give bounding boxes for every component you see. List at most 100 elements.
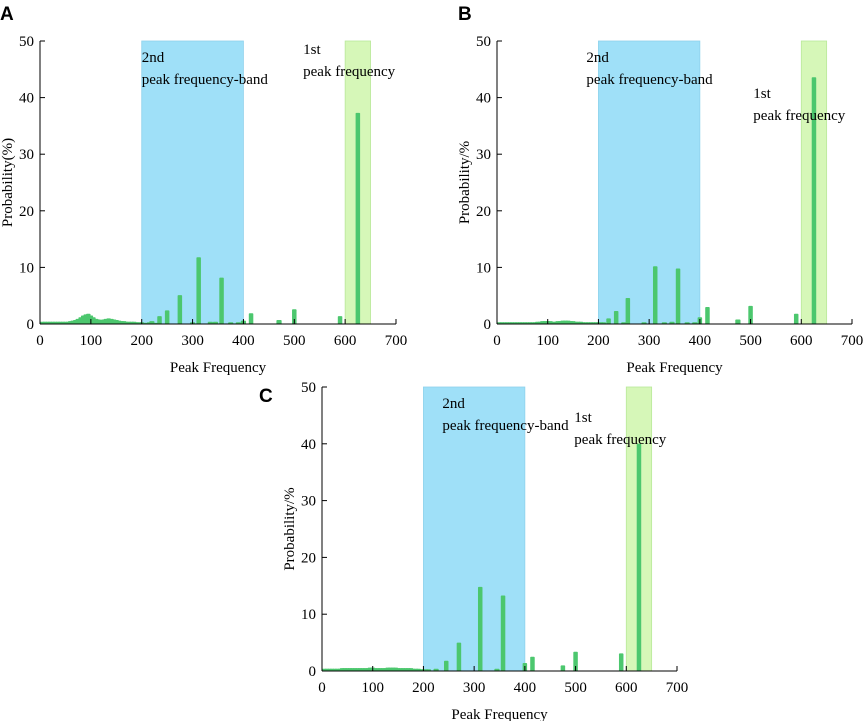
x-tick-label: 100 [80, 333, 103, 349]
bar [606, 318, 611, 324]
second-band-label: 2nd [586, 50, 609, 66]
x-tick-label: 200 [130, 333, 153, 349]
x-axis-label: Peak Frequency [626, 360, 723, 376]
bar [177, 295, 183, 324]
x-tick-label: 500 [564, 680, 587, 696]
x-tick-label: 700 [385, 333, 408, 349]
bar [618, 653, 624, 671]
bar [337, 316, 343, 324]
bar [793, 313, 799, 324]
y-axis-label: Probability/% [457, 141, 473, 224]
bar [494, 668, 500, 671]
panel-letter: C [259, 386, 273, 407]
x-tick-label: 0 [36, 333, 44, 349]
x-tick-label: 400 [514, 680, 537, 696]
y-tick-label: 30 [19, 147, 34, 163]
bar [157, 316, 162, 324]
x-tick-label: 0 [493, 333, 501, 349]
x-tick-label: 200 [587, 333, 610, 349]
x-tick-label: 100 [536, 333, 559, 349]
y-tick-label: 30 [476, 147, 491, 163]
x-tick-label: 700 [841, 333, 864, 349]
bar [652, 266, 658, 324]
x-tick-label: 500 [739, 333, 762, 349]
y-tick-label: 20 [301, 550, 316, 566]
y-tick-label: 0 [309, 664, 317, 680]
y-tick-label: 50 [301, 380, 316, 396]
y-tick-label: 10 [301, 607, 316, 623]
bar [433, 668, 439, 671]
bar [292, 309, 297, 324]
bar [613, 310, 619, 324]
bar [573, 651, 578, 671]
second-band-label: peak frequency-band [586, 72, 713, 88]
x-tick-label: 100 [361, 680, 384, 696]
bar [636, 443, 642, 671]
first-band-label: 1st [753, 86, 771, 102]
y-axis-label: Probability/% [282, 487, 298, 570]
first-band-label: peak frequency [303, 64, 396, 80]
x-tick-label: 300 [638, 333, 661, 349]
bar [248, 313, 254, 324]
bar [149, 321, 155, 324]
y-tick-label: 20 [19, 204, 34, 220]
bar [530, 656, 535, 671]
y-tick-label: 40 [476, 91, 491, 107]
bar [748, 305, 753, 324]
y-tick-label: 50 [19, 34, 34, 50]
first-band-label: 1st [303, 42, 321, 58]
second-peak-band [423, 386, 526, 672]
bar [456, 642, 462, 671]
bar [207, 321, 213, 324]
x-tick-label: 400 [232, 333, 255, 349]
bar [625, 297, 631, 324]
bar [444, 660, 449, 671]
second-peak-band [141, 40, 244, 325]
x-axis-label: Peak Frequency [170, 360, 267, 376]
second-band-label: 2nd [142, 50, 165, 66]
bar [675, 268, 681, 324]
x-tick-label: 500 [283, 333, 306, 349]
chart-panel-c: C 2nd peak frequency-band 1st peak frequency… [259, 380, 688, 721]
bar [811, 77, 817, 324]
second-peak-band [598, 40, 701, 325]
panel-letter: B [458, 4, 472, 25]
y-tick-label: 40 [19, 91, 34, 107]
bar [276, 320, 282, 324]
bar [477, 586, 483, 671]
x-tick-label: 600 [334, 333, 357, 349]
y-tick-label: 50 [476, 34, 491, 50]
y-tick-label: 10 [476, 260, 491, 276]
x-tick-label: 600 [615, 680, 638, 696]
x-tick-label: 400 [689, 333, 712, 349]
x-tick-label: 200 [412, 680, 435, 696]
bar [196, 257, 201, 324]
bar [669, 321, 675, 324]
bar [500, 595, 506, 671]
bar [219, 277, 224, 324]
x-tick-label: 0 [318, 680, 326, 696]
bar [164, 310, 170, 324]
bar [560, 665, 566, 671]
first-band-label: peak frequency [753, 108, 846, 124]
y-axis-label: Probability(%) [0, 138, 16, 227]
y-tick-label: 40 [301, 437, 316, 453]
x-tick-label: 300 [181, 333, 204, 349]
y-tick-label: 10 [19, 260, 34, 276]
bar [355, 112, 361, 324]
x-tick-label: 600 [790, 333, 813, 349]
second-band-label: 2nd [442, 396, 465, 412]
y-tick-label: 0 [27, 317, 35, 333]
y-tick-label: 0 [484, 317, 492, 333]
x-axis-label: Peak Frequency [451, 707, 548, 721]
first-band-label: 1st [574, 410, 592, 426]
x-tick-label: 700 [666, 680, 689, 696]
chart-panel-b: B 2nd peak frequency-band 1st peak frequency… [457, 4, 863, 376]
y-tick-label: 20 [476, 204, 491, 220]
bar [705, 307, 710, 324]
y-tick-label: 30 [301, 494, 316, 510]
second-band-label: peak frequency-band [442, 418, 569, 434]
x-tick-label: 300 [463, 680, 486, 696]
first-band-label: peak frequency [574, 432, 667, 448]
